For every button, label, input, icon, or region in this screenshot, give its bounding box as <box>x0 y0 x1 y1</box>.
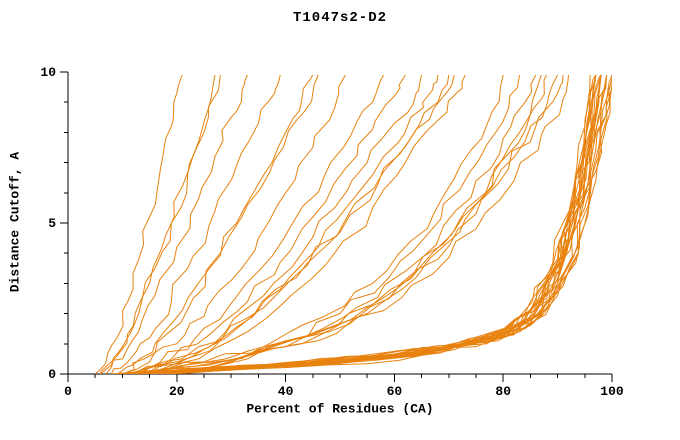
model-curve <box>144 74 569 374</box>
model-curve <box>116 74 314 374</box>
model-curve <box>105 74 248 374</box>
model-curve <box>138 86 612 374</box>
model-curve <box>160 74 564 374</box>
y-tick-label: 10 <box>40 65 56 80</box>
model-curve <box>138 74 559 374</box>
model-curve <box>149 74 537 374</box>
x-tick-label: 0 <box>64 384 72 399</box>
model-curve <box>122 74 602 374</box>
model-curve <box>133 74 406 374</box>
model-curves <box>94 74 612 374</box>
x-tick-label: 20 <box>169 384 185 399</box>
model-curve <box>138 74 423 374</box>
x-tick-label: 80 <box>495 384 511 399</box>
model-curve <box>111 74 597 374</box>
ticks <box>60 71 613 382</box>
model-curve <box>149 84 612 374</box>
model-curve <box>127 74 384 374</box>
x-axis-label: Percent of Residues (CA) <box>246 401 434 417</box>
model-curve <box>111 74 281 374</box>
x-tick-label: 60 <box>387 384 403 399</box>
model-curve <box>138 74 504 374</box>
model-curve <box>127 74 608 374</box>
tick-labels: 0 20 40 60 80 100 0 5 10 <box>40 65 624 399</box>
model-curve <box>144 74 439 374</box>
model-curve <box>127 74 602 374</box>
x-tick-label: 40 <box>278 384 294 399</box>
model-curve <box>127 74 450 374</box>
chart-title: T1047s2-D2 <box>292 10 388 26</box>
x-tick-label: 100 <box>600 384 624 399</box>
model-curve <box>122 74 602 374</box>
model-curve <box>127 74 602 374</box>
y-tick-label: 5 <box>48 216 56 231</box>
model-curve <box>100 74 216 374</box>
model-curve <box>122 74 319 374</box>
model-curve <box>116 74 602 374</box>
y-tick-label: 0 <box>48 367 56 382</box>
model-curve <box>133 74 542 374</box>
model-curve <box>122 74 346 374</box>
model-curve <box>154 74 548 374</box>
axes <box>67 72 612 375</box>
model-curve <box>94 74 183 374</box>
model-curve <box>154 80 612 374</box>
model-curve <box>100 74 221 374</box>
model-curve <box>138 74 608 374</box>
model-curve <box>133 74 455 374</box>
model-curve <box>149 74 466 374</box>
model-curve <box>122 74 602 374</box>
